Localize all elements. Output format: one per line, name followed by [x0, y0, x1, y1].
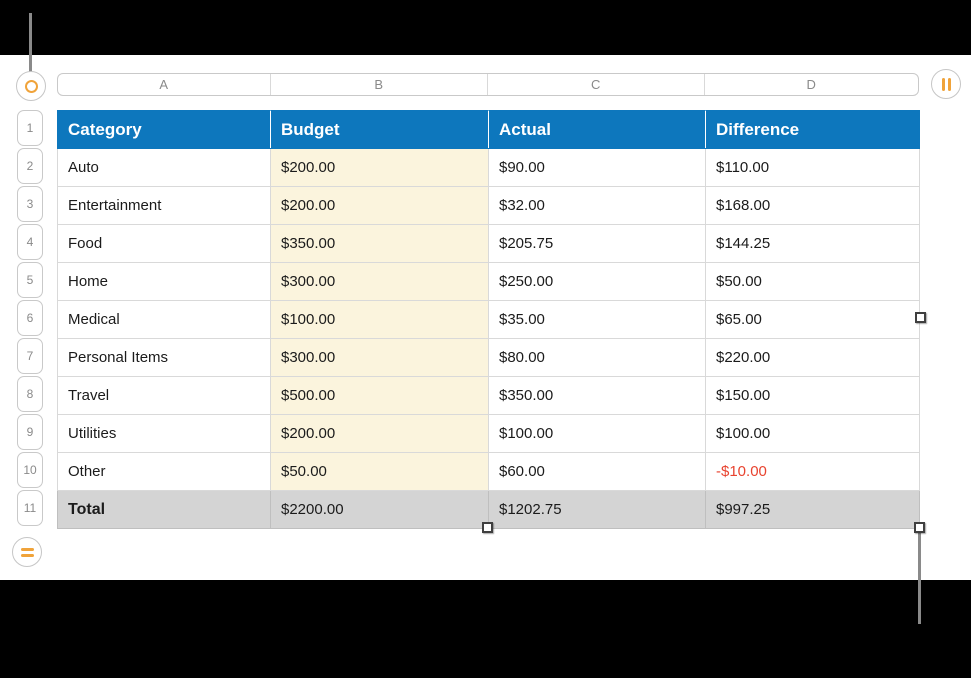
cell-actual[interactable]: $250.00: [488, 262, 706, 301]
cell-category[interactable]: Home: [57, 262, 271, 301]
row-header-2[interactable]: 2: [17, 148, 43, 184]
row-header-bar: 1 2 3 4 5 6 7 8 9 10 11: [17, 110, 43, 528]
cell-difference[interactable]: $220.00: [705, 338, 920, 377]
cell-budget[interactable]: $50.00: [270, 452, 489, 491]
cell-category[interactable]: Medical: [57, 300, 271, 339]
table-row: Entertainment $200.00 $32.00 $168.00: [57, 186, 920, 225]
cell-difference[interactable]: $150.00: [705, 376, 920, 415]
cell-budget[interactable]: $300.00: [270, 262, 489, 301]
column-header-d[interactable]: D: [806, 77, 816, 92]
column-header-b[interactable]: B: [271, 74, 488, 95]
table-row: Home $300.00 $250.00 $50.00: [57, 262, 920, 301]
table-row: Utilities $200.00 $100.00 $100.00: [57, 414, 920, 453]
cell-budget[interactable]: $300.00: [270, 338, 489, 377]
row-header-9[interactable]: 9: [17, 414, 43, 450]
callout-line-resize-handle: [918, 532, 921, 624]
letterbox-bottom: [0, 580, 971, 678]
table-row: Medical $100.00 $35.00 $65.00: [57, 300, 920, 339]
cell-category[interactable]: Utilities: [57, 414, 271, 453]
cell-actual[interactable]: $60.00: [488, 452, 706, 491]
row-header-10[interactable]: 10: [17, 452, 43, 488]
row-header-3[interactable]: 3: [17, 186, 43, 222]
column-header-bar: A B C D: [57, 73, 919, 96]
table-body: Auto $200.00 $90.00 $110.00 Entertainment $20…: [57, 148, 920, 491]
resize-handle-bottom-right[interactable]: [914, 522, 925, 533]
row-header-8[interactable]: 8: [17, 376, 43, 412]
cell-actual[interactable]: $80.00: [488, 338, 706, 377]
add-column-handle[interactable]: [931, 69, 961, 99]
row-header-6[interactable]: 6: [17, 300, 43, 336]
column-header-c[interactable]: C: [488, 74, 705, 95]
table-row: Food $350.00 $205.75 $144.25: [57, 224, 920, 263]
cell-actual[interactable]: $90.00: [488, 148, 706, 187]
add-row-icon: [20, 547, 34, 557]
cell-total-budget[interactable]: $2200.00: [270, 490, 489, 529]
cell-budget[interactable]: $200.00: [270, 148, 489, 187]
table-header-row: Category Budget Actual Difference: [57, 110, 920, 149]
row-header-11[interactable]: 11: [17, 490, 43, 526]
cell-budget[interactable]: $350.00: [270, 224, 489, 263]
cell-category[interactable]: Entertainment: [57, 186, 271, 225]
cell-category[interactable]: Travel: [57, 376, 271, 415]
cell-budget[interactable]: $200.00: [270, 414, 489, 453]
cell-total-difference[interactable]: $997.25: [705, 490, 920, 529]
cell-difference[interactable]: $144.25: [705, 224, 920, 263]
add-column-icon: [941, 77, 951, 91]
column-header-a[interactable]: A: [58, 74, 271, 95]
resize-handle-right-middle[interactable]: [915, 312, 926, 323]
row-header-4[interactable]: 4: [17, 224, 43, 260]
cell-difference[interactable]: $65.00: [705, 300, 920, 339]
row-header-5[interactable]: 5: [17, 262, 43, 298]
row-header-1[interactable]: 1: [17, 110, 43, 146]
cell-difference[interactable]: -$10.00: [705, 452, 920, 491]
total-row: Total $2200.00 $1202.75 $997.25: [57, 490, 920, 529]
budget-table: Category Budget Actual Difference Auto $2…: [57, 110, 920, 529]
cell-difference[interactable]: $110.00: [705, 148, 920, 187]
letterbox-top: [0, 0, 971, 55]
cell-actual[interactable]: $350.00: [488, 376, 706, 415]
table-row: Other $50.00 $60.00 -$10.00: [57, 452, 920, 491]
header-cell-difference[interactable]: Difference: [705, 110, 920, 149]
header-cell-category[interactable]: Category: [57, 110, 271, 149]
table-row: Auto $200.00 $90.00 $110.00: [57, 148, 920, 187]
row-header-7[interactable]: 7: [17, 338, 43, 374]
cell-actual[interactable]: $32.00: [488, 186, 706, 225]
cell-budget[interactable]: $500.00: [270, 376, 489, 415]
cell-category[interactable]: Auto: [57, 148, 271, 187]
callout-line-table-handle: [29, 13, 32, 72]
header-cell-budget[interactable]: Budget: [270, 110, 489, 149]
cell-actual[interactable]: $205.75: [488, 224, 706, 263]
cell-budget[interactable]: $100.00: [270, 300, 489, 339]
add-row-handle[interactable]: [12, 537, 42, 567]
cell-category[interactable]: Other: [57, 452, 271, 491]
cell-category[interactable]: Personal Items: [57, 338, 271, 377]
resize-handle-bottom-middle[interactable]: [482, 522, 493, 533]
circle-icon: [24, 79, 38, 93]
table-row: Personal Items $300.00 $80.00 $220.00: [57, 338, 920, 377]
table-row: Travel $500.00 $350.00 $150.00: [57, 376, 920, 415]
cell-actual[interactable]: $100.00: [488, 414, 706, 453]
cell-difference[interactable]: $168.00: [705, 186, 920, 225]
cell-difference[interactable]: $100.00: [705, 414, 920, 453]
cell-total-label[interactable]: Total: [57, 490, 271, 529]
cell-budget[interactable]: $200.00: [270, 186, 489, 225]
table-select-handle[interactable]: [16, 71, 46, 101]
header-cell-actual[interactable]: Actual: [488, 110, 706, 149]
cell-actual[interactable]: $35.00: [488, 300, 706, 339]
cell-difference[interactable]: $50.00: [705, 262, 920, 301]
cell-category[interactable]: Food: [57, 224, 271, 263]
cell-total-actual[interactable]: $1202.75: [488, 490, 706, 529]
